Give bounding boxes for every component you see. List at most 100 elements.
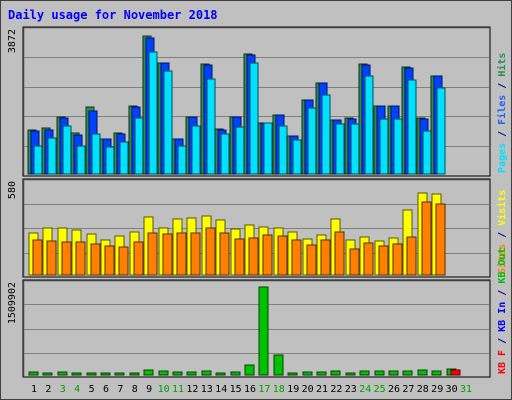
x-tick-label: 3: [60, 384, 66, 395]
bar-kb-out-day-24: [359, 370, 370, 376]
bar-kb-out-day-5: [86, 372, 97, 376]
bar-pages-day-15: [235, 126, 245, 175]
bar-kb-out-day-17: [258, 286, 269, 376]
bar-sites-day-16: [248, 237, 259, 276]
bar-kb-out-day-27: [402, 370, 413, 376]
bar-pages-day-3: [62, 125, 72, 175]
bar-pages-day-11: [177, 145, 187, 175]
x-tick-label: 4: [74, 384, 80, 395]
bar-sites-day-22: [334, 231, 345, 276]
legend-label-group: Sites / Visits: [496, 190, 508, 274]
x-tick-label: 14: [215, 384, 227, 395]
x-tick-label: 8: [132, 384, 138, 395]
bar-sites-day-9: [147, 232, 158, 276]
bar-pages-day-8: [134, 117, 144, 175]
bar-kb-out-day-22: [330, 370, 341, 376]
bar-sites-day-25: [378, 245, 389, 276]
bar-kb-out-day-4: [71, 372, 82, 376]
bar-sites-day-10: [162, 233, 173, 276]
x-tick-label: 30: [446, 384, 458, 395]
bar-sites-day-17: [262, 234, 273, 276]
bar-pages-day-12: [191, 125, 201, 175]
legend-label: KB In: [497, 302, 508, 332]
bar-pages-day-24: [364, 75, 374, 175]
bar-sites-day-26: [392, 243, 403, 276]
x-tick-label: 21: [316, 384, 328, 395]
x-tick-label: 11: [172, 384, 184, 395]
legend-label-group: KB F / KB In / KB Out: [497, 248, 508, 374]
x-tick-label: 18: [273, 384, 285, 395]
x-tick-label: 16: [244, 384, 256, 395]
bar-kb-out-day-28: [417, 369, 428, 376]
bar-pages-day-2: [47, 137, 57, 175]
bar-kb-f-day-30: [450, 369, 461, 376]
x-axis-day-labels: 1 2 3 4 5 6 7 8 9 10 11 12 13 14 15 16 17 18 19 20 21 22 23 24 2…: [31, 384, 472, 395]
bar-sites-day-13: [205, 227, 216, 276]
bar-sites-day-7: [118, 246, 129, 276]
x-tick-label: 31: [460, 384, 472, 395]
bar-sites-day-6: [104, 245, 115, 276]
bar-kb-out-day-15: [230, 371, 241, 376]
legend-label: /: [497, 125, 508, 143]
x-tick-label: 5: [89, 384, 95, 395]
x-tick-label: 26: [388, 384, 400, 395]
chart-title: Daily usage for November 2018: [8, 8, 218, 22]
bar-kb-out-day-21: [316, 371, 327, 376]
bar-kb-out-day-13: [201, 370, 212, 376]
x-tick-label: 12: [186, 384, 198, 395]
legend-label: /: [497, 332, 508, 350]
bar-kb-out-day-19: [287, 372, 298, 376]
x-tick-label: 27: [402, 384, 414, 395]
bar-kb-out-day-12: [186, 371, 197, 376]
bar-sites-day-5: [90, 243, 101, 276]
legend-label: KB Out: [497, 248, 508, 284]
panel-visits_sites: 580 Sites / Visits: [7, 178, 508, 278]
bar-pages-day-6: [105, 146, 115, 175]
bar-kb-out-day-26: [388, 370, 399, 376]
bar-sites-day-11: [176, 232, 187, 276]
bar-kb-out-day-18: [273, 354, 284, 376]
x-tick-label: 6: [103, 384, 109, 395]
bar-kb-out-day-1: [28, 371, 39, 376]
bar-sites-day-27: [406, 236, 417, 276]
bar-sites-day-4: [75, 241, 86, 276]
bar-pages-day-13: [206, 78, 216, 175]
x-tick-label: 20: [302, 384, 314, 395]
bar-pages-day-7: [119, 141, 129, 175]
x-tick-label: 2: [45, 384, 51, 395]
bar-sites-day-19: [291, 239, 302, 276]
x-tick-label: 22: [330, 384, 342, 395]
bar-sites-day-20: [306, 244, 317, 276]
bar-kb-out-day-16: [244, 364, 255, 376]
bar-kb-out-day-2: [42, 372, 53, 376]
bar-pages-day-14: [220, 133, 230, 175]
panel-hits_files_pages: 3872 Pages / Files / Hits: [7, 26, 508, 177]
x-tick-label: 1: [31, 384, 37, 395]
bar-pages-day-29: [436, 87, 446, 175]
x-tick-label: 23: [345, 384, 357, 395]
legend-label: Hits: [496, 53, 508, 77]
bar-pages-day-20: [307, 107, 317, 175]
x-tick-label: 9: [146, 384, 152, 395]
bar-kb-out-day-8: [129, 372, 140, 376]
bar-pages-day-10: [163, 70, 173, 175]
y-max-label: 3872: [7, 29, 18, 53]
bar-kb-out-day-6: [100, 372, 111, 376]
x-tick-label: 7: [117, 384, 123, 395]
x-tick-label: 10: [158, 384, 170, 395]
bar-sites-day-18: [277, 235, 288, 276]
panel-kbytes: 1509902 KB F / KB In / KB Out: [7, 248, 508, 378]
bar-pages-day-4: [76, 145, 86, 175]
bar-sites-day-29: [435, 203, 446, 276]
legend-label: KB F: [497, 350, 508, 374]
legend-label-group: Pages / Files / Hits: [496, 53, 508, 173]
legend-label: Files: [496, 95, 508, 125]
bar-sites-day-24: [363, 242, 374, 276]
bar-pages-day-27: [407, 79, 417, 175]
bar-pages-day-28: [422, 130, 432, 175]
bar-kb-out-day-29: [431, 370, 442, 376]
bar-kb-out-day-9: [143, 369, 154, 376]
x-tick-label: 25: [374, 384, 386, 395]
legend-label: /: [497, 284, 508, 302]
